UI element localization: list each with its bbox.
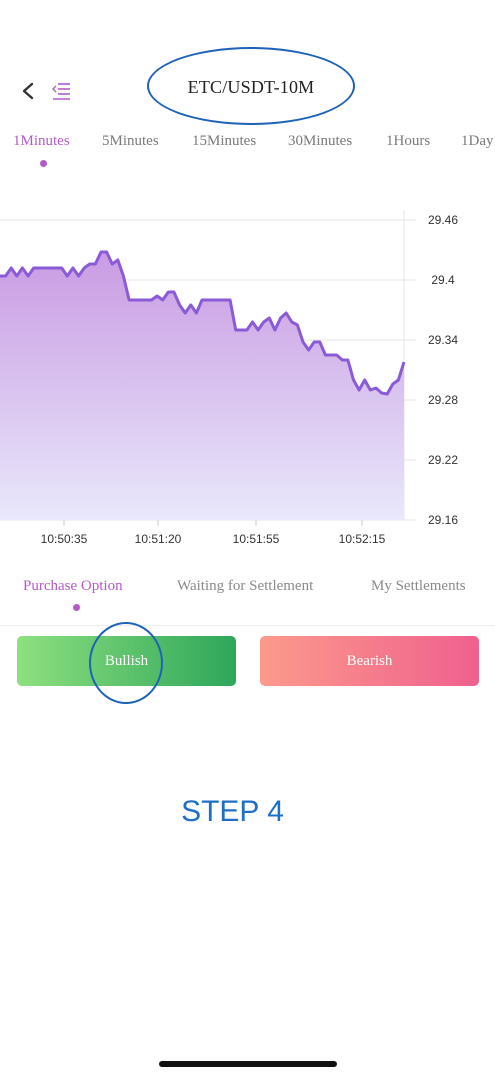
x-tick-label: 10:51:55 <box>233 532 280 546</box>
step-label: STEP 4 <box>181 795 284 828</box>
order-tabs: Purchase Option Waiting for Settlement M… <box>0 575 495 626</box>
tab-1day[interactable]: 1Day <box>461 133 494 149</box>
chevron-left-icon[interactable] <box>18 80 38 102</box>
highlight-ring <box>147 47 355 125</box>
price-chart[interactable]: 29.46 29.4 29.34 29.28 29.22 29.16 10:50:35 10… <box>0 190 495 560</box>
tab-1minutes[interactable]: 1Minutes <box>13 133 70 149</box>
y-tick-label: 29.34 <box>428 333 458 347</box>
tab-waiting-settlement[interactable]: Waiting for Settlement <box>177 578 314 594</box>
active-order-tab-indicator <box>73 604 80 611</box>
price-line <box>0 250 406 396</box>
active-tab-indicator <box>40 160 47 167</box>
y-tick-label: 29.16 <box>428 513 458 527</box>
list-menu-icon[interactable] <box>50 80 72 102</box>
price-area <box>0 252 404 520</box>
home-indicator <box>159 1061 337 1067</box>
tab-1hours[interactable]: 1Hours <box>386 133 431 149</box>
tab-15minutes[interactable]: 15Minutes <box>192 133 257 149</box>
tab-30minutes[interactable]: 30Minutes <box>288 133 353 149</box>
tab-5minutes[interactable]: 5Minutes <box>102 133 159 149</box>
x-tick-label: 10:50:35 <box>41 532 88 546</box>
bearish-button[interactable]: Bearish <box>260 636 479 686</box>
x-tick-label: 10:51:20 <box>135 532 182 546</box>
y-tick-label: 29.28 <box>428 393 458 407</box>
interval-tabs: 1Minutes 5Minutes 15Minutes 30Minutes 1H… <box>0 133 495 173</box>
header-bar: ETC/USDT-10M <box>0 47 495 125</box>
tab-my-settlements[interactable]: My Settlements <box>371 578 466 594</box>
highlight-ring <box>89 622 163 704</box>
y-tick-label: 29.4 <box>431 273 455 287</box>
y-tick-label: 29.22 <box>428 453 458 467</box>
x-tick-label: 10:52:15 <box>339 532 386 546</box>
y-tick-label: 29.46 <box>428 213 458 227</box>
tab-purchase-option[interactable]: Purchase Option <box>23 578 123 594</box>
